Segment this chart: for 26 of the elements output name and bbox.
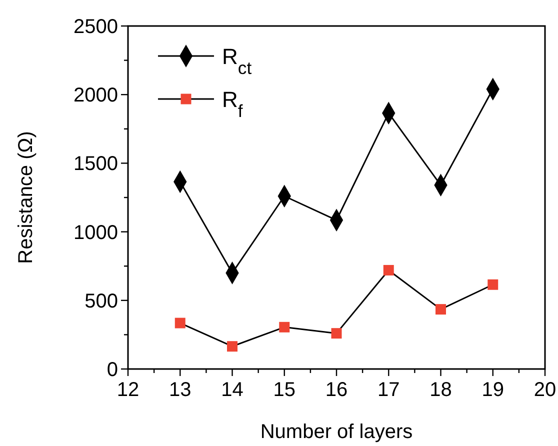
x-tick-label: 19	[482, 379, 504, 401]
y-tick-label: 2000	[74, 84, 118, 107]
point	[174, 318, 186, 328]
y-tick-label: 1000	[74, 222, 118, 244]
x-tick-label: 16	[325, 379, 348, 401]
point	[383, 264, 394, 276]
y-axis-title: Resistance (Ω)	[15, 131, 37, 264]
legend-label: R$_{ct}$	[222, 44, 252, 78]
point	[331, 328, 342, 339]
x-tick-label: 12	[116, 379, 140, 401]
x-tick-label: 17	[378, 379, 400, 401]
x-tick-label: 14	[221, 379, 244, 401]
point	[227, 341, 238, 352]
y-tick-label: 0	[106, 359, 118, 381]
point	[436, 304, 446, 315]
point	[488, 279, 498, 290]
y-tick-label: 500	[84, 290, 118, 312]
y-tick-label: 2500	[74, 16, 118, 38]
x-tick-label: 13	[169, 379, 192, 401]
legend-label: R$_{f}$	[222, 87, 243, 121]
y-tick-label: 1500	[74, 153, 118, 176]
x-axis-title: Number of layers	[260, 421, 413, 443]
x-tick-label: 20	[534, 379, 556, 401]
x-tick-label: 18	[430, 379, 452, 401]
x-tick-label: 15	[273, 379, 296, 401]
point	[279, 322, 290, 332]
